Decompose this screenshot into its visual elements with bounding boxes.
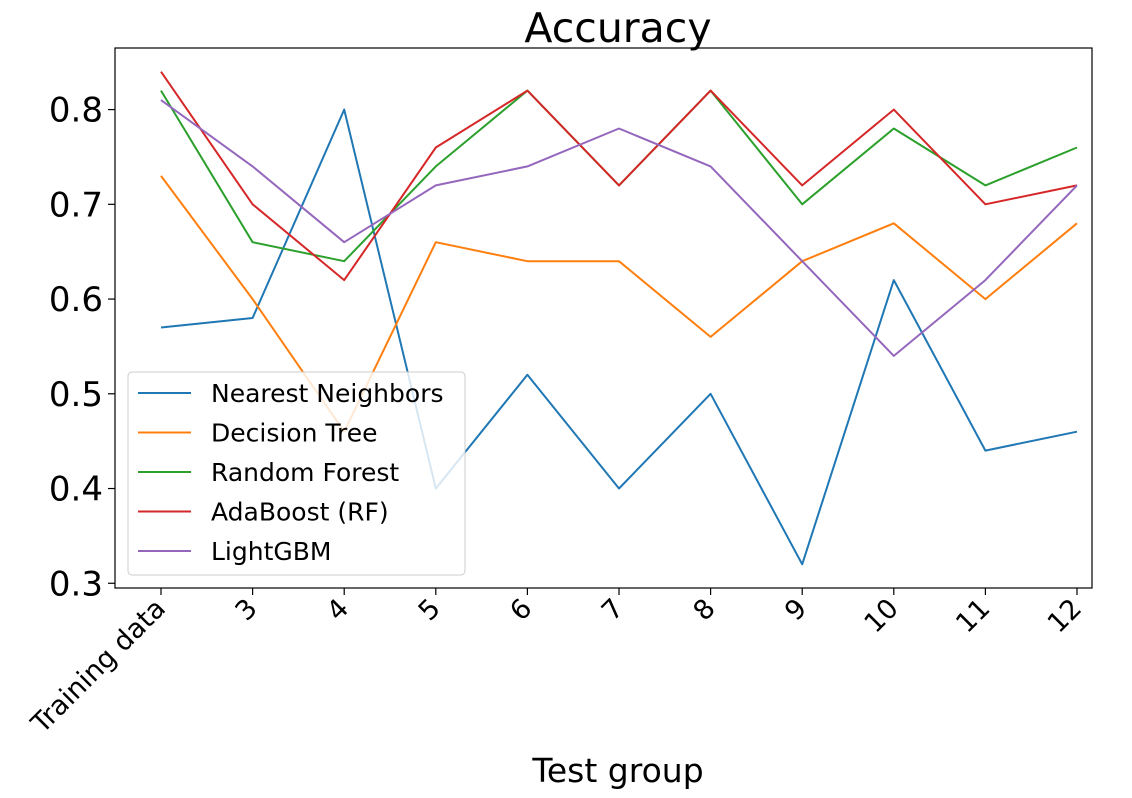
x-tick-label: 5: [413, 593, 447, 627]
series-line-3: [160, 71, 1078, 282]
x-tick-label: 12: [1042, 593, 1088, 639]
x-tick-label: 3: [229, 593, 263, 627]
y-tick-label: 0.5: [49, 375, 103, 415]
legend-box: [127, 371, 466, 576]
legend-label: Nearest Neighbors: [211, 379, 444, 408]
y-tick-label: 0.3: [49, 564, 103, 604]
x-tick-label: 8: [687, 593, 721, 627]
plot-frame: [114, 47, 1093, 589]
y-axis: 0.3 0.4 0.5 0.6 0.7 0.8: [49, 91, 115, 604]
legend-label: Random Forest: [211, 458, 399, 487]
x-axis-label: Test group: [531, 751, 703, 790]
legend-label: LightGBM: [211, 537, 331, 566]
y-tick-label: 0.4: [49, 470, 103, 510]
y-tick-label: 0.8: [49, 91, 103, 131]
x-tick-label: 4: [321, 593, 355, 627]
series-line-0: [160, 108, 1078, 566]
x-axis: Training data 3 4 5 6 7 8 9 10 11 12: [25, 588, 1088, 740]
x-tick-label: 6: [504, 593, 538, 627]
chart-title: Accuracy: [524, 4, 711, 52]
x-tick-label: 11: [950, 593, 996, 639]
y-tick-label: 0.6: [49, 280, 103, 320]
series-line-2: [160, 89, 1078, 263]
legend-label: Decision Tree: [211, 419, 377, 448]
x-tick-label: Training data: [25, 593, 172, 740]
legend-label: AdaBoost (RF): [211, 498, 389, 527]
y-tick-label: 0.7: [49, 185, 103, 225]
legend: Nearest Neighbors Decision Tree Random For…: [127, 371, 466, 576]
x-tick-label: 7: [596, 593, 630, 627]
x-tick-label: 9: [779, 593, 813, 627]
x-tick-label: 10: [859, 593, 905, 639]
series-line-4: [160, 99, 1078, 357]
